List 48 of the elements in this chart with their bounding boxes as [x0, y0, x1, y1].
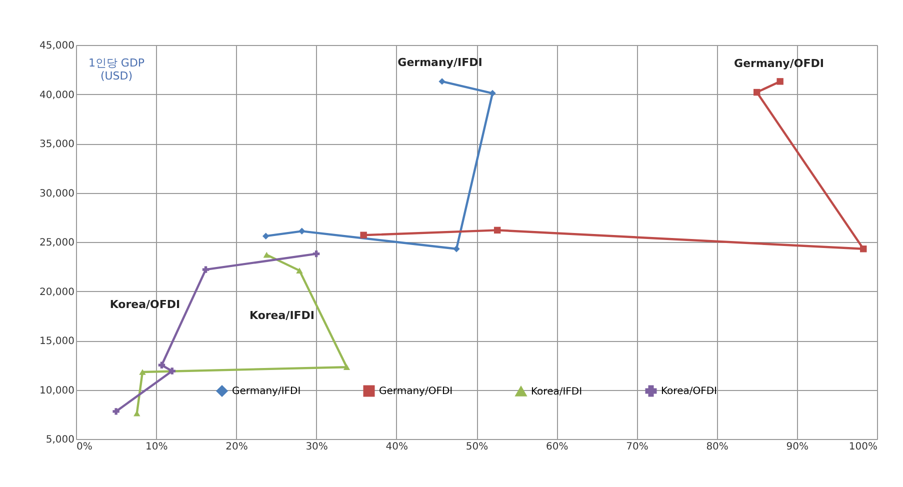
point: [753, 88, 760, 96]
point: [158, 362, 166, 368]
y-tick-label: 40,000: [40, 90, 74, 101]
point: [298, 228, 306, 235]
annotation: Korea/IFDI: [249, 309, 315, 322]
point: [139, 369, 146, 375]
annotation: Germany/IFDI: [398, 56, 482, 69]
point: [776, 78, 784, 85]
point: [494, 226, 501, 234]
legend-label: Germany/IFDI: [232, 386, 301, 397]
annotation: Korea/OFDI: [110, 298, 180, 311]
point: [168, 368, 176, 374]
y-tick-label: 45,000: [40, 40, 74, 52]
point: [453, 246, 460, 252]
x-tick-label: 100%: [848, 442, 878, 452]
point: [262, 232, 270, 240]
legend-label: Korea/IFDI: [531, 386, 582, 398]
point: [296, 268, 303, 274]
y-tick-label: 20,000: [40, 286, 74, 298]
x-tick-label: 20%: [226, 442, 248, 452]
y-tick-label: 25,000: [40, 238, 74, 248]
point: [360, 232, 367, 238]
x-tick-label: 10%: [145, 442, 168, 452]
point: [263, 252, 270, 258]
point: [438, 78, 446, 85]
x-tick-label: 0%: [76, 442, 92, 452]
legend-label: Korea/OFDI: [661, 386, 717, 397]
y-tick-label: 5,000: [46, 434, 74, 446]
x-tick-label: 40%: [386, 442, 408, 452]
x-tick-label: 50%: [466, 442, 488, 452]
point: [312, 250, 320, 258]
x-tick-label: 60%: [546, 442, 568, 452]
x-tick-label: 30%: [306, 442, 328, 452]
y-axis-title: 1인당 GDP (USD): [88, 56, 145, 82]
legend-label: Germany/OFDI: [379, 386, 453, 397]
point: [860, 246, 867, 252]
point: [202, 266, 210, 273]
x-tick-label: 80%: [706, 442, 728, 452]
y-tick-label: 35,000: [40, 139, 74, 150]
point: [343, 364, 350, 370]
point: [112, 408, 120, 415]
y-tick-label: 30,000: [40, 188, 74, 200]
point: [489, 90, 496, 97]
y-tick-label: 15,000: [40, 336, 74, 347]
y-tick-label: 10,000: [40, 385, 74, 396]
annotation: Germany/OFDI: [734, 57, 824, 70]
x-tick-label: 90%: [786, 442, 809, 452]
x-tick-label: 70%: [626, 442, 648, 452]
